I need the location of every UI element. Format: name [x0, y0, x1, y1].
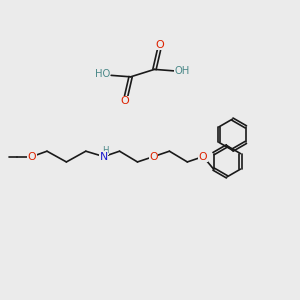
- Text: O: O: [28, 152, 36, 162]
- Text: O: O: [155, 40, 164, 50]
- Text: O: O: [149, 152, 158, 162]
- Text: HO: HO: [94, 70, 110, 80]
- Text: OH: OH: [175, 66, 190, 76]
- Text: O: O: [121, 96, 130, 106]
- Text: H: H: [102, 146, 108, 154]
- Text: N: N: [100, 152, 108, 162]
- Text: O: O: [199, 152, 208, 162]
